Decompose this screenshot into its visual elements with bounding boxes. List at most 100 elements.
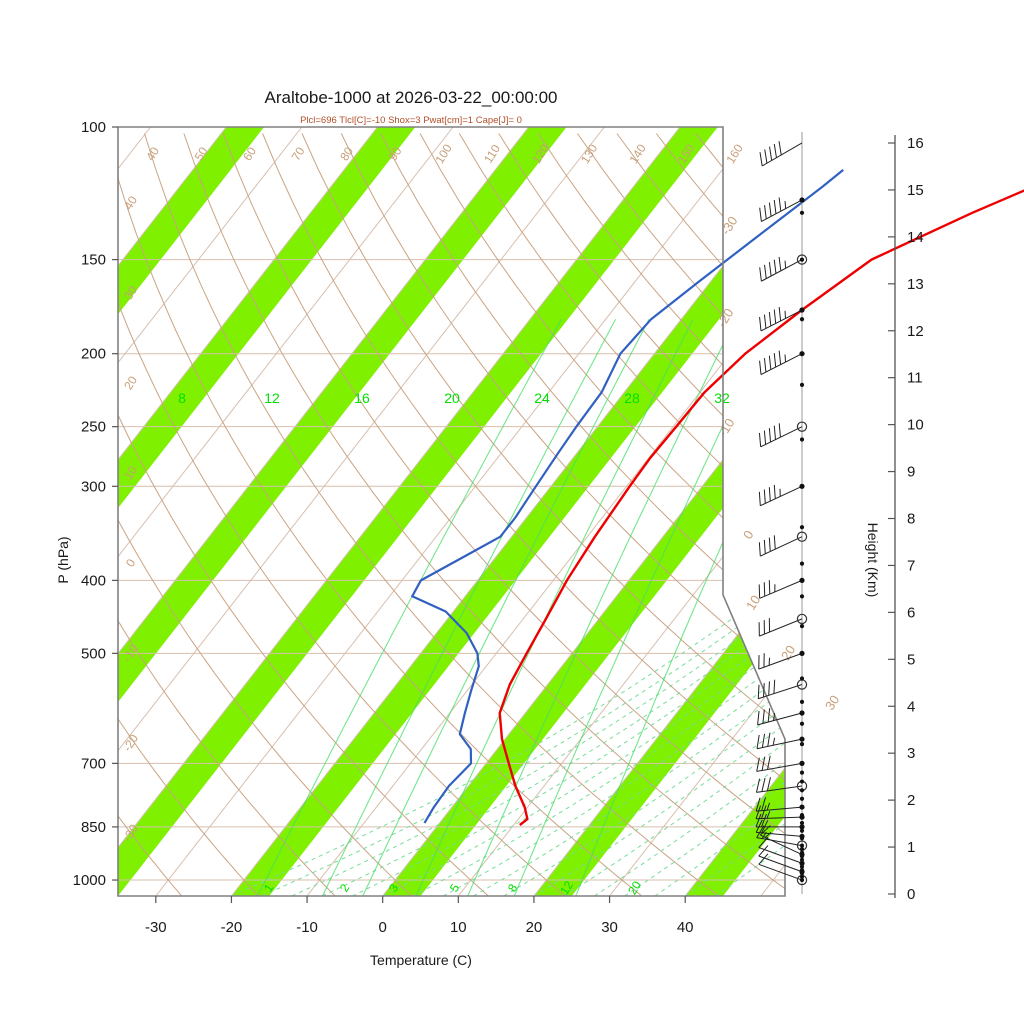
height-tick-12: 12 xyxy=(907,323,924,340)
wind-level-dot xyxy=(799,437,805,442)
temperature-tick-20: 20 xyxy=(526,919,543,936)
wind-barb xyxy=(759,254,808,282)
temperature-tick--10: -10 xyxy=(296,919,318,936)
wind-level-dot xyxy=(799,843,805,848)
wind-level-dot xyxy=(799,820,805,826)
height-tick-3: 3 xyxy=(907,745,915,762)
theta-e-label-20: 20 xyxy=(444,390,460,406)
wind-barb xyxy=(759,350,805,376)
wind-level-dot xyxy=(799,861,805,866)
wind-barb xyxy=(758,577,805,599)
isotherm-label-20: 20 xyxy=(778,643,798,663)
pressure-tick-200: 200 xyxy=(81,346,106,363)
wind-level-dot xyxy=(799,857,805,862)
height-tick-9: 9 xyxy=(907,464,915,481)
pressure-tick-500: 500 xyxy=(81,645,106,662)
theta-e-label-8: 8 xyxy=(178,390,186,406)
wind-level-dot xyxy=(799,770,805,775)
wind-barb xyxy=(756,732,805,750)
height-tick-16: 16 xyxy=(907,135,924,152)
wind-level-dot xyxy=(799,651,805,656)
wind-level-dot xyxy=(799,623,805,629)
pressure-tick-150: 150 xyxy=(81,252,106,269)
temperature-tick--30: -30 xyxy=(145,919,167,936)
wind-level-dot xyxy=(799,699,805,704)
temperature-tick-30: 30 xyxy=(601,919,618,936)
height-tick-10: 10 xyxy=(907,417,924,434)
page-title: Araltobe-1000 at 2026-03-22_00:00:00 xyxy=(264,88,557,107)
wind-barb xyxy=(758,613,808,637)
wind-barb xyxy=(755,813,805,830)
temperature-tick-10: 10 xyxy=(450,919,467,936)
temperature-axis: -30 -20 -10 0 10 20 30 40 xyxy=(145,896,694,936)
pressure-tick-850: 850 xyxy=(81,819,106,836)
wind-level-dot xyxy=(799,871,805,876)
temperature-profile-line xyxy=(498,189,1024,826)
mixing-ratio-gridlines xyxy=(257,318,785,896)
temperature-tick-0: 0 xyxy=(379,919,387,936)
height-tick-13: 13 xyxy=(907,276,924,293)
wind-barb xyxy=(759,197,805,223)
temperature-axis-title: Temperature (C) xyxy=(370,952,472,968)
wind-barb xyxy=(755,777,808,793)
height-axis-title: Height (Km) xyxy=(865,523,881,598)
temperature-tick--20: -20 xyxy=(221,919,243,936)
wind-level-dot xyxy=(799,779,805,784)
temperature-tick-40: 40 xyxy=(677,919,694,936)
wind-level-dot xyxy=(799,864,805,869)
isotherm-label-10: 10 xyxy=(743,593,763,613)
indices-subtitle: Plcl=696 Tlcl[C]=-10 Shox=3 Pwat[cm]=1 C… xyxy=(300,115,522,126)
wind-level-dot xyxy=(799,525,805,530)
wind-level-dot xyxy=(799,828,805,833)
pressure-tick-700: 700 xyxy=(81,755,106,772)
theta-e-label-28: 28 xyxy=(624,390,640,406)
theta-e-label-12: 12 xyxy=(264,390,280,406)
wind-level-dot xyxy=(799,850,805,855)
height-tick-1: 1 xyxy=(907,839,915,856)
wind-level-dot xyxy=(799,317,805,322)
height-tick-6: 6 xyxy=(907,604,915,621)
wind-level-dot xyxy=(799,484,805,489)
wind-level-dot xyxy=(799,742,805,747)
wind-level-dot xyxy=(799,854,805,859)
height-tick-11: 11 xyxy=(907,370,923,387)
wind-barb xyxy=(758,421,808,448)
wind-level-dot xyxy=(799,813,805,818)
wind-level-dot xyxy=(799,877,805,883)
height-tick-5: 5 xyxy=(907,651,915,668)
wind-barb xyxy=(759,307,805,332)
height-tick-8: 8 xyxy=(907,511,915,528)
wind-level-dot xyxy=(799,761,805,766)
wind-level-dot xyxy=(799,676,805,681)
wind-barb xyxy=(759,141,803,167)
plot-frame xyxy=(117,126,786,897)
wind-level-dot xyxy=(799,836,805,841)
wind-level-dot xyxy=(799,721,805,726)
wind-barb xyxy=(758,531,808,557)
pressure-tick-400: 400 xyxy=(81,572,106,589)
pressure-tick-250: 250 xyxy=(81,419,106,436)
wind-level-dot xyxy=(799,867,805,873)
pressure-axis: 100 150 200 250 300 400 500 700 850 1000 xyxy=(73,119,118,889)
height-tick-0: 0 xyxy=(907,886,915,903)
theta-e-label-24: 24 xyxy=(534,390,550,406)
theta-e-label-16: 16 xyxy=(354,390,370,406)
wind-barb xyxy=(757,708,805,726)
wind-level-dot xyxy=(799,210,805,215)
height-tick-7: 7 xyxy=(907,557,915,574)
pressure-tick-100: 100 xyxy=(81,119,106,136)
height-tick-4: 4 xyxy=(907,698,915,715)
isotherm-label-30: 30 xyxy=(822,693,842,713)
wind-level-dot xyxy=(799,804,805,810)
wind-level-dot xyxy=(799,847,805,852)
wind-level-dot xyxy=(799,594,805,599)
dewpoint-profile-line xyxy=(411,169,844,824)
height-tick-15: 15 xyxy=(907,182,924,199)
theta-e-label-32: 32 xyxy=(714,390,730,406)
height-tick-14: 14 xyxy=(907,229,924,246)
wind-level-dot xyxy=(799,796,805,801)
pressure-tick-300: 300 xyxy=(81,478,106,495)
